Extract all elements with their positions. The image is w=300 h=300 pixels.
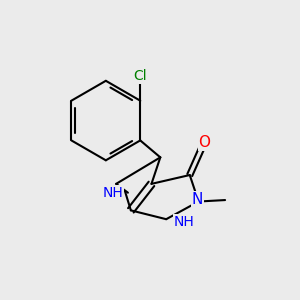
Text: O: O [199, 135, 211, 150]
Text: Cl: Cl [134, 69, 147, 83]
Text: NH: NH [103, 186, 124, 200]
Text: N: N [191, 192, 203, 207]
Text: NH: NH [174, 215, 194, 229]
